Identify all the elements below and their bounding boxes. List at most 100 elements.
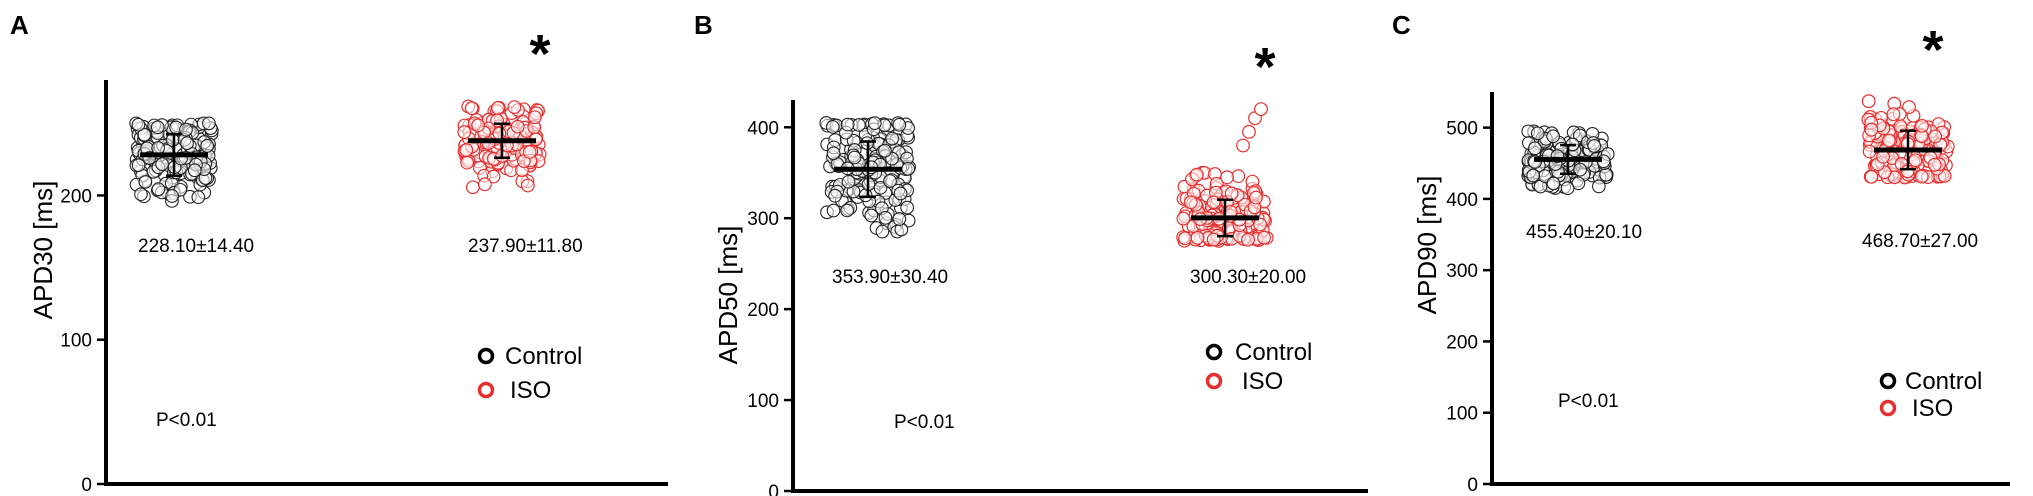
panel-a-iso-point <box>492 126 507 141</box>
panel-a-iso-point <box>507 100 522 115</box>
panel-b-control-point <box>885 131 900 146</box>
panel-b-control-point <box>828 188 842 203</box>
panel-a-control-point <box>202 116 216 131</box>
panel-c-iso-point <box>1902 100 1916 114</box>
panel-b-control-point <box>883 174 897 188</box>
panel-a-control-point <box>179 122 193 137</box>
panel-a-iso-point <box>465 180 480 195</box>
panel-b-control-point <box>847 150 862 165</box>
panel-b-control-point <box>841 174 856 189</box>
panel-a-control-point <box>165 189 179 203</box>
panel-a-control-point <box>134 187 148 202</box>
panel-b-tick-label-1: 100 <box>747 391 779 412</box>
panel-b-control-point <box>826 146 841 161</box>
panel-b-label: B <box>694 10 713 40</box>
panel-b-control-point <box>840 203 854 218</box>
panel-c: C APD90 [ms] 0 100 200 300 400 500 455.40±20.… <box>1392 10 2010 496</box>
panel-a-iso-point <box>471 118 486 133</box>
panel-c-iso-point <box>1915 118 1929 133</box>
panel-c-control-point <box>1530 126 1545 141</box>
panel-a-legend-control-marker <box>477 347 495 365</box>
panel-a-summary-marks <box>140 122 536 177</box>
panel-b-iso-outlier-0 <box>1236 138 1250 153</box>
panel-c-control-point <box>1592 179 1606 194</box>
panel-b-iso-point <box>1224 186 1239 201</box>
panel-b-control-point <box>900 200 915 215</box>
panel-a-legend-control-label: Control <box>505 343 582 370</box>
panel-a-iso-point <box>486 169 501 184</box>
panel-b-tick-label-4: 400 <box>747 118 779 139</box>
panel-b-control-point <box>875 224 890 239</box>
panel-a-control-point <box>131 117 146 132</box>
panel-c-summary-marks <box>1534 129 1942 175</box>
panel-a-iso-point <box>464 101 479 116</box>
panel-c-axes <box>1490 92 2010 486</box>
panel-b-y-axis-label: APD50 [ms] <box>713 226 743 365</box>
panel-c-tick-label-5: 500 <box>1446 119 1478 140</box>
panel-b-control-point <box>878 143 892 158</box>
panel-b-control-point <box>825 120 840 134</box>
panel-a-iso-point <box>457 125 472 139</box>
panel-b-iso-point <box>1189 167 1204 182</box>
panel-b-iso-point <box>1206 195 1221 210</box>
panel-c-iso-point <box>1886 107 1901 122</box>
panel-b-control-point <box>893 186 908 201</box>
panel-b-legend-control-label: Control <box>1235 339 1312 366</box>
panel-c-legend-control-marker <box>1879 372 1897 390</box>
panel-a: A APD30 [ms] 0 100 200 228.10±14.40 237.90… <box>10 10 668 496</box>
panel-a-iso-point <box>460 155 475 170</box>
panel-a-tick-label-2: 200 <box>60 186 92 207</box>
panel-c-iso-point <box>1864 122 1879 137</box>
panel-a-iso-point <box>490 101 505 115</box>
panel-b-iso-point <box>1178 231 1192 246</box>
panel-c-control-point <box>1587 139 1602 153</box>
panel-a-control-point <box>150 120 165 135</box>
panel-b-legend-control-marker <box>1205 343 1223 361</box>
panel-a-control-point <box>138 175 153 189</box>
panel-a-iso-point <box>459 143 474 158</box>
panel-b-iso-point <box>1183 195 1198 210</box>
panel-c-control-point <box>1546 176 1561 191</box>
panel-a-iso-point <box>527 110 542 125</box>
panel-b-control-point <box>867 116 882 130</box>
panel-a-significance-star: * <box>529 24 550 84</box>
panel-b-control-point <box>878 210 893 225</box>
panel-b-tick-label-0: 0 <box>768 482 779 496</box>
panel-a-legend-iso-label: ISO <box>510 377 551 404</box>
panel-a-control-point <box>131 158 146 173</box>
panel-c-iso-point <box>1864 169 1879 184</box>
panel-c-y-axis-label: APD90 [ms] <box>1412 176 1442 315</box>
panel-c-control-point <box>1560 181 1575 196</box>
panel-a-p-value: P<0.01 <box>156 410 217 431</box>
panel-b-control-point <box>840 117 855 132</box>
panel-c-iso-stats: 468.70±27.00 <box>1862 231 1978 252</box>
panel-b-iso-point <box>1241 232 1255 247</box>
panel-c-legend: Control ISO <box>1879 368 1982 422</box>
panel-c-tick-label-2: 200 <box>1446 332 1478 353</box>
panel-a-control-stats: 228.10±14.40 <box>138 236 254 257</box>
panel-b-iso-point <box>1206 232 1221 247</box>
panel-a-control-point <box>187 163 202 178</box>
panel-b-legend-iso-marker <box>1205 372 1223 390</box>
panel-c-tick-label-3: 300 <box>1446 261 1478 282</box>
panel-b-control-stats: 353.90±30.40 <box>832 267 948 288</box>
panel-c-control-point <box>1573 162 1587 177</box>
panel-b-ticks: 0 100 200 300 400 <box>747 118 793 496</box>
panel-a-control-point <box>155 157 169 172</box>
panel-b-iso-point <box>1220 170 1235 185</box>
panel-c-tick-label-4: 400 <box>1446 190 1478 211</box>
panel-c-control-point <box>1546 129 1561 144</box>
panel-c-p-value: P<0.01 <box>1558 391 1619 412</box>
panel-a-control-point <box>191 190 206 205</box>
panel-b-iso-outlier-1 <box>1242 124 1256 139</box>
panel-b-iso-outlier-3 <box>1254 102 1268 116</box>
panel-c-iso-point <box>1861 94 1876 109</box>
panel-b-control-point <box>892 117 907 132</box>
panel-c-legend-control-label: Control <box>1905 368 1982 395</box>
panel-c-iso-point <box>1928 129 1943 144</box>
panel-a-tick-label-0: 0 <box>81 475 92 496</box>
panel-b-points <box>819 102 1274 248</box>
panel-c-tick-label-0: 0 <box>1467 475 1478 496</box>
